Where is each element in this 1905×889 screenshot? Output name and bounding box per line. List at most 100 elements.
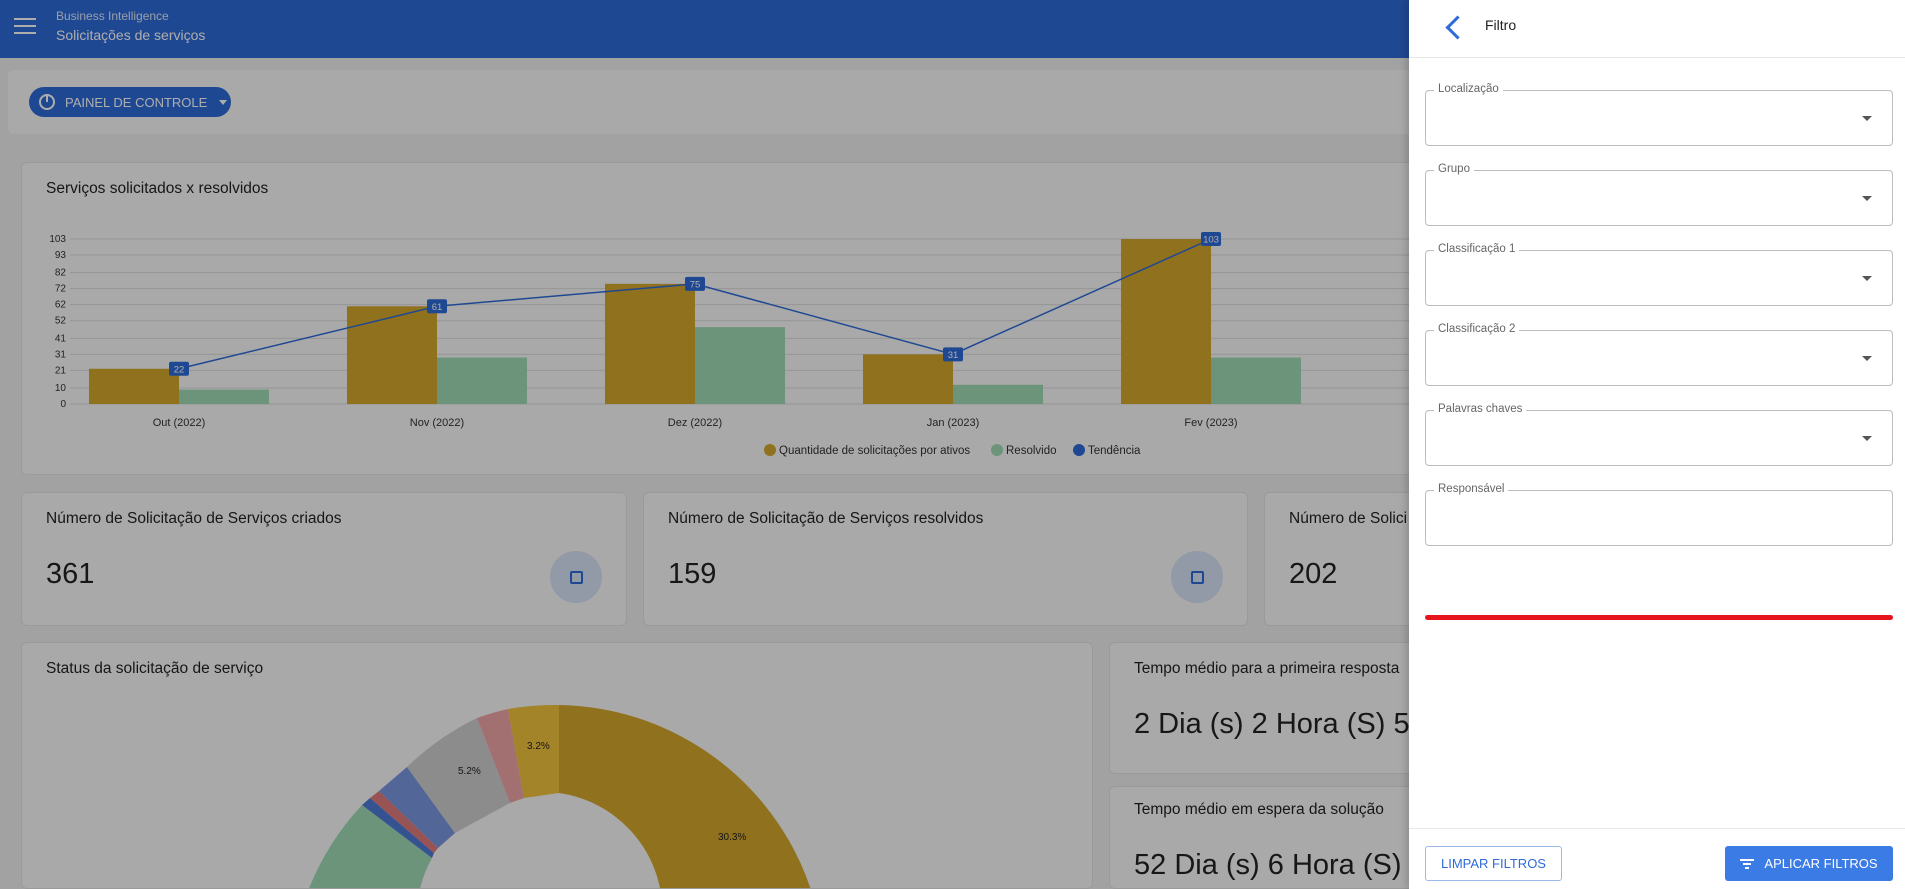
classification-2-select[interactable]: Classificação 2	[1425, 323, 1893, 386]
drawer-footer: LIMPAR FILTROS APLICAR FILTROS	[1409, 828, 1905, 889]
bar-requested	[1121, 239, 1211, 404]
y-tick-label: 10	[55, 383, 67, 394]
chevron-down-icon	[1862, 116, 1872, 121]
panel-control-button[interactable]: PAINEL DE CONTROLE	[29, 87, 231, 117]
chevron-down-icon	[1862, 196, 1872, 201]
legend-marker	[764, 444, 776, 456]
classification-1-select[interactable]: Classificação 1	[1425, 243, 1893, 306]
data-label: 61	[432, 302, 443, 313]
field-label: Grupo	[1434, 163, 1474, 175]
donut-slice-yellow	[559, 705, 811, 888]
y-tick-label: 31	[55, 349, 67, 360]
apply-filters-button[interactable]: APLICAR FILTROS	[1725, 846, 1893, 881]
legend-label: Resolvido	[1006, 445, 1057, 457]
data-label: 22	[174, 364, 185, 375]
filter-drawer: Filtro Localização Grupo Classificação 1…	[1409, 0, 1905, 889]
x-tick-label: Dez (2022)	[668, 417, 722, 429]
chevron-down-icon	[1862, 276, 1872, 281]
donut-slice-blue	[379, 767, 455, 848]
trend-point	[1201, 232, 1221, 246]
donut-chart: 5.2% 3.2% 30.3%	[309, 704, 811, 888]
donut-slice-red-thin	[370, 791, 438, 853]
bar-resolved	[695, 327, 785, 404]
time-value: 2 Dia (s) 2 Hora (S) 5	[1134, 708, 1410, 740]
stat-card-created: Número de Solicitação de Serviços criado…	[21, 492, 627, 626]
y-tick-label: 93	[55, 250, 67, 261]
y-tick-label: 0	[60, 399, 66, 410]
loading-bar	[1425, 615, 1893, 620]
slice-label: 30.3%	[718, 832, 746, 843]
back-arrow-icon[interactable]	[1441, 14, 1467, 40]
donut-slice-gold	[508, 704, 559, 798]
location-select[interactable]: Localização	[1425, 83, 1893, 146]
data-label: 31	[948, 350, 959, 361]
field-label: Classificação 2	[1434, 323, 1520, 335]
chevron-down-icon	[1862, 356, 1872, 361]
bar-resolved	[437, 357, 527, 404]
x-tick-label: Jan (2023)	[927, 417, 980, 429]
menu-icon[interactable]	[14, 18, 36, 34]
y-tick-label: 62	[55, 300, 67, 311]
stat-value: 159	[668, 558, 717, 590]
x-tick-label: Nov (2022)	[410, 417, 464, 429]
field-label: Classificação 1	[1434, 243, 1520, 255]
stat-value: 361	[46, 558, 95, 590]
legend-marker	[1073, 444, 1085, 456]
data-label: 75	[690, 279, 701, 290]
status-card: Status da solicitação de serviço 5.2% 3.…	[21, 642, 1093, 889]
legend-label: Quantidade de solicitações por ativos	[779, 445, 970, 457]
y-tick-label: 82	[55, 268, 67, 279]
responsible-input[interactable]: Responsável	[1425, 483, 1893, 546]
check-box-icon	[1171, 551, 1223, 603]
legend-marker	[991, 444, 1003, 456]
donut-slice-pink	[477, 709, 524, 803]
chevron-down-icon	[1862, 436, 1872, 441]
x-tick-label: Out (2022)	[153, 417, 206, 429]
page-title: Solicitações de serviços	[56, 27, 206, 43]
clear-filters-button[interactable]: LIMPAR FILTROS	[1425, 846, 1562, 881]
y-tick-label: 52	[55, 316, 67, 327]
y-tick-label: 21	[55, 365, 67, 376]
add-box-icon	[550, 551, 602, 603]
filter-icon	[1740, 858, 1755, 869]
field-label: Localização	[1434, 83, 1503, 95]
bar-requested	[605, 283, 695, 404]
y-tick-label: 103	[49, 234, 66, 245]
panel-control-label: PAINEL DE CONTROLE	[65, 94, 208, 110]
data-label: 103	[1203, 235, 1219, 246]
chevron-down-icon	[219, 99, 228, 105]
drawer-header: Filtro	[1409, 0, 1905, 58]
apply-filters-label: APLICAR FILTROS	[1764, 856, 1878, 871]
slice-label: 3.2%	[527, 741, 550, 752]
trend-point	[685, 276, 705, 291]
y-tick-label: 72	[55, 284, 67, 295]
trend-point	[427, 299, 447, 314]
donut-slice-grey	[407, 718, 510, 833]
field-label: Responsável	[1434, 483, 1509, 495]
time-label: Tempo médio para a primeira resposta	[1134, 660, 1400, 677]
time-label: Tempo médio em espera da solução	[1134, 801, 1384, 818]
bar-requested	[347, 306, 437, 404]
stat-value: 202	[1289, 558, 1338, 590]
donut-slice-blue-thin	[362, 798, 434, 858]
group-select[interactable]: Grupo	[1425, 163, 1893, 226]
stat-label: Número de Solicitação de Serviços criado…	[46, 510, 342, 527]
field-label: Palavras chaves	[1434, 403, 1527, 415]
x-tick-label: Fev (2023)	[1184, 417, 1237, 429]
bar-requested	[89, 368, 179, 404]
stat-label: Número de Solici	[1289, 510, 1408, 527]
legend-label: Tendência	[1088, 445, 1141, 457]
trend-point	[943, 347, 963, 362]
slice-label: 5.2%	[458, 766, 481, 777]
keywords-select[interactable]: Palavras chaves	[1425, 403, 1893, 466]
app-subtitle: Business Intelligence	[56, 9, 169, 23]
clear-filters-label: LIMPAR FILTROS	[1441, 856, 1546, 871]
chart-title: Serviços solicitados x resolvidos	[46, 180, 269, 197]
y-tick-label: 41	[55, 333, 67, 344]
bar-resolved	[179, 389, 269, 404]
stat-label: Número de Solicitação de Serviços resolv…	[668, 510, 984, 527]
drawer-title: Filtro	[1485, 17, 1517, 33]
bar-resolved	[953, 384, 1043, 404]
bar-resolved	[1211, 357, 1301, 404]
chart-pie-icon	[39, 94, 55, 110]
